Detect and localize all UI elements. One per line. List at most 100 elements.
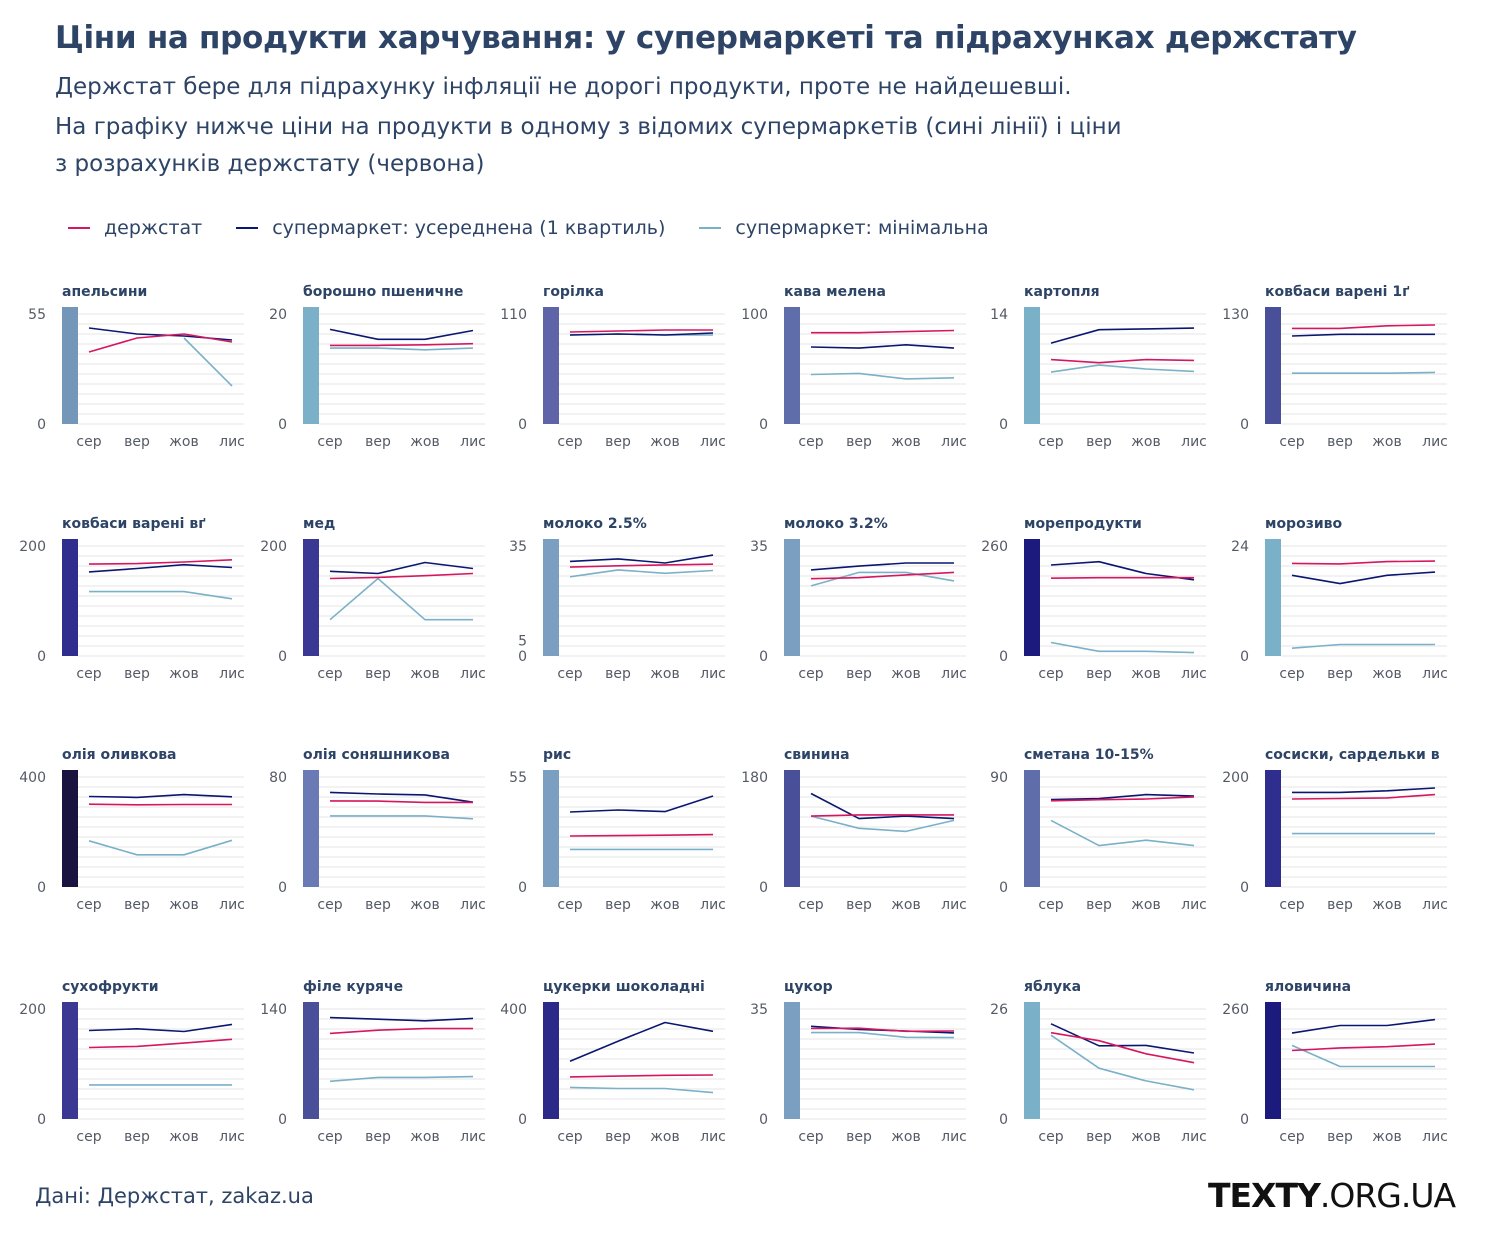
x-tick-label: жов <box>1372 434 1401 450</box>
y-tick-label: 55 <box>509 770 527 786</box>
x-tick-label: лис <box>460 666 486 682</box>
series-line-supermarket-average <box>88 793 233 799</box>
y-tick-label: 0 <box>759 649 768 665</box>
series-line-derzhstat <box>1050 796 1195 802</box>
x-tick-label: жов <box>1131 897 1160 913</box>
x-tick-label: жов <box>169 434 198 450</box>
x-tick-label: лис <box>460 1129 486 1145</box>
panel-title: борошно пшеничне <box>303 284 463 300</box>
series-line-supermarket-average <box>1050 560 1195 581</box>
panel-title: ковбаси варені вґ <box>62 516 206 532</box>
panel-title: олія соняшникова <box>303 747 450 763</box>
x-tick-label: вер <box>846 434 872 450</box>
series-line-supermarket-min <box>1050 819 1195 847</box>
series-line-supermarket-average <box>329 561 474 575</box>
series-line-supermarket-average <box>810 562 954 571</box>
x-tick-label: лис <box>219 666 245 682</box>
y-tick-label: 0 <box>1240 880 1249 896</box>
panel-color-bar <box>784 770 800 887</box>
x-tick-label: лис <box>700 1129 726 1145</box>
y-tick-label: 0 <box>999 649 1008 665</box>
series-line-supermarket-min <box>810 571 955 587</box>
series-line-derzhstat <box>88 333 233 353</box>
y-tick-label: 0 <box>37 649 46 665</box>
x-tick-label: вер <box>365 666 391 682</box>
chart-subtitle-line-1: Держстат бере для підрахунку інфляції не… <box>55 74 1072 100</box>
legend-item-supermarket-average: супермаркет: усереднена (1 квартиль) <box>236 217 665 239</box>
chart-subtitle-line-2: На графіку нижче ціни на продукти в одно… <box>55 114 1122 140</box>
series-line-derzhstat <box>569 833 714 837</box>
x-tick-label: лис <box>941 1129 967 1145</box>
x-tick-label: сер <box>76 434 101 450</box>
y-tick-label: 260 <box>1222 1002 1249 1018</box>
panel-color-bar <box>62 770 78 887</box>
series-line-derzhstat <box>1050 1031 1195 1064</box>
series-line-derzhstat <box>88 803 232 806</box>
x-tick-label: сер <box>798 434 823 450</box>
x-tick-label: вер <box>365 897 391 913</box>
x-tick-label: вер <box>846 1129 872 1145</box>
x-tick-label: жов <box>410 666 439 682</box>
x-tick-label: лис <box>700 897 726 913</box>
chart-subtitle-line-3: з розрахунків держстату (червона) <box>55 151 485 177</box>
x-tick-label: вер <box>365 1129 391 1145</box>
y-tick-label: 80 <box>269 770 287 786</box>
x-tick-label: жов <box>1372 897 1401 913</box>
y-tick-label: 0 <box>37 417 46 433</box>
y-tick-label: 24 <box>1231 539 1249 555</box>
series-line-supermarket-average <box>1291 333 1435 337</box>
y-tick-label: 35 <box>750 539 768 555</box>
panel-color-bar <box>1024 1002 1040 1119</box>
y-tick-label: 0 <box>518 417 527 433</box>
y-tick-label: 0 <box>759 417 768 433</box>
series-line-derzhstat <box>569 563 714 568</box>
panel-color-bar <box>303 307 319 424</box>
panel-title: картопля <box>1024 284 1100 300</box>
series-line-derzhstat <box>569 329 713 333</box>
x-tick-label: жов <box>891 666 920 682</box>
x-tick-label: жов <box>169 1129 198 1145</box>
x-tick-label: вер <box>846 666 872 682</box>
x-tick-label: вер <box>365 434 391 450</box>
panel-color-bar <box>1024 770 1040 887</box>
x-tick-label: сер <box>76 897 101 913</box>
x-tick-label: лис <box>219 434 245 450</box>
series-line-supermarket-average <box>569 554 714 564</box>
x-tick-label: жов <box>410 434 439 450</box>
y-tick-label: 0 <box>37 880 46 896</box>
series-line-supermarket-min <box>810 372 955 380</box>
series-line-derzhstat <box>88 559 233 565</box>
x-tick-label: лис <box>700 434 726 450</box>
y-tick-label: 0 <box>999 880 1008 896</box>
panel-title: молоко 3.2% <box>784 516 888 532</box>
x-tick-label: вер <box>605 1129 631 1145</box>
panel-color-bar <box>303 1002 319 1119</box>
x-tick-label: лис <box>219 1129 245 1145</box>
panel-title: сосиски, сардельки в <box>1265 747 1440 763</box>
panel-color-bar <box>1265 770 1281 887</box>
x-tick-label: лис <box>941 897 967 913</box>
series-line-supermarket-min <box>569 1086 714 1094</box>
series-line-derzhstat <box>1050 358 1195 364</box>
series-line-derzhstat <box>1291 560 1436 565</box>
y-tick-label: 200 <box>19 1002 46 1018</box>
y-tick-label: 0 <box>1240 1112 1249 1128</box>
panel-title: мед <box>303 516 335 532</box>
y-tick-label: 5 <box>518 633 527 649</box>
series-line-supermarket-average <box>329 1016 474 1022</box>
series-line-derzhstat <box>329 1027 473 1035</box>
x-tick-label: вер <box>1086 434 1112 450</box>
panel-title: цукор <box>784 979 833 995</box>
x-tick-label: вер <box>1086 1129 1112 1145</box>
series-line-supermarket-average <box>810 792 955 820</box>
y-tick-label: 90 <box>990 770 1008 786</box>
chart-title: Ціни на продукти харчування: у супермарк… <box>55 20 1357 56</box>
y-tick-label: 130 <box>1222 307 1249 323</box>
series-line-supermarket-min <box>183 337 233 387</box>
x-tick-label: лис <box>700 666 726 682</box>
panel-color-bar <box>1265 1002 1281 1119</box>
y-tick-label: 35 <box>509 539 527 555</box>
x-tick-label: вер <box>1327 434 1353 450</box>
panel-title: апельсини <box>62 284 147 300</box>
y-tick-label: 0 <box>278 1112 287 1128</box>
